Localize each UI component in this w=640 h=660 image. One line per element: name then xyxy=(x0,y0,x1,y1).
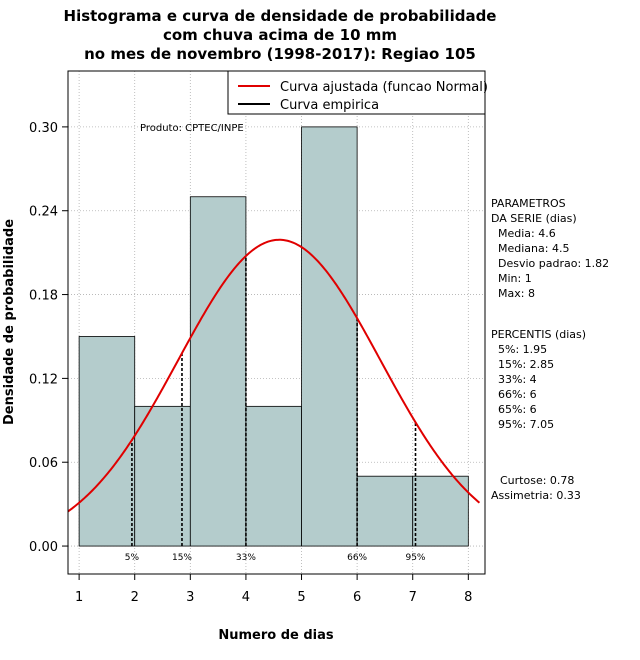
product-annotation: Produto: CPTEC/INPE xyxy=(140,123,244,134)
histogram-bar xyxy=(412,475,469,547)
x-tick-label: 4 xyxy=(242,590,250,605)
param-media: Media: 4.6 xyxy=(498,227,556,240)
chart-title-line-1: Histograma e curva de densidade de proba… xyxy=(63,7,497,25)
y-tick-label: 0.30 xyxy=(29,121,58,136)
normal-curve xyxy=(67,238,481,513)
y-tick-label: 0.00 xyxy=(29,540,58,555)
histogram-bar xyxy=(245,405,302,547)
x-tick-label: 8 xyxy=(464,590,472,605)
y-tick-label: 0.06 xyxy=(29,456,58,471)
stat-assimetria: Assimetria: 0.33 xyxy=(491,489,581,502)
percentil-95: 95%: 7.05 xyxy=(498,418,555,431)
percentile-label: 66% xyxy=(347,553,367,563)
params-title-1: PARAMETROS xyxy=(491,197,566,210)
percentil-65: 65%: 6 xyxy=(498,403,537,416)
percentile-label: 95% xyxy=(405,553,425,563)
legend: Curva ajustada (funcao Normal) Curva emp… xyxy=(227,70,488,115)
x-axis-label: Numero de dias xyxy=(218,628,334,643)
percentil-15: 15%: 2.85 xyxy=(498,358,555,371)
normal-curve-layer xyxy=(67,238,481,513)
x-tick-label: 3 xyxy=(186,590,194,605)
y-axis-label: Densidade de probabilidade xyxy=(2,219,17,425)
x-tick-label: 5 xyxy=(297,590,305,605)
x-tick-label: 6 xyxy=(353,590,361,605)
histogram-bar xyxy=(78,336,136,547)
percentil-66: 66%: 6 xyxy=(498,388,537,401)
stat-curtose: Curtose: 0.78 xyxy=(500,474,575,487)
histogram-bar xyxy=(356,475,414,547)
histogram-bar xyxy=(189,196,247,547)
chart-title-line-3: no mes de novembro (1998-2017): Regiao 1… xyxy=(84,45,476,63)
percentil-5: 5%: 1.95 xyxy=(498,343,548,356)
chart-title-line-2: com chuva acima de 10 mm xyxy=(162,26,398,44)
percentile-label: 15% xyxy=(172,553,192,563)
axes: 1 2 3 4 5 6 7 8 0.00 0.06 0.12 0.18 0.24 0.30 xyxy=(29,121,472,605)
param-mediana: Mediana: 4.5 xyxy=(498,242,570,255)
y-tick-label: 0.18 xyxy=(29,289,58,304)
x-tick-label: 1 xyxy=(75,590,83,605)
histogram-bar xyxy=(301,126,358,547)
param-max: Max: 8 xyxy=(498,287,535,300)
percentile-label: 5% xyxy=(125,553,140,563)
histogram-bar xyxy=(134,405,191,547)
legend-box xyxy=(227,70,486,115)
percentil-33: 33%: 4 xyxy=(498,373,537,386)
legend-label-empirical: Curva empirica xyxy=(280,98,379,113)
y-tick-label: 0.12 xyxy=(29,372,58,387)
param-desvio: Desvio padrao: 1.82 xyxy=(498,257,610,270)
y-tick-label: 0.24 xyxy=(29,205,58,220)
x-tick-label: 7 xyxy=(409,590,417,605)
params-title-2: DA SERIE (dias) xyxy=(491,212,577,225)
percentile-markers: 5% 15% 33% 66% 95% xyxy=(125,255,426,563)
percentile-label: 33% xyxy=(236,553,256,563)
percentis-title: PERCENTIS (dias) xyxy=(491,328,587,341)
histogram-bars xyxy=(78,126,469,547)
legend-label-fitted: Curva ajustada (funcao Normal) xyxy=(280,80,488,95)
x-tick-label: 2 xyxy=(131,590,139,605)
param-min: Min: 1 xyxy=(498,272,532,285)
